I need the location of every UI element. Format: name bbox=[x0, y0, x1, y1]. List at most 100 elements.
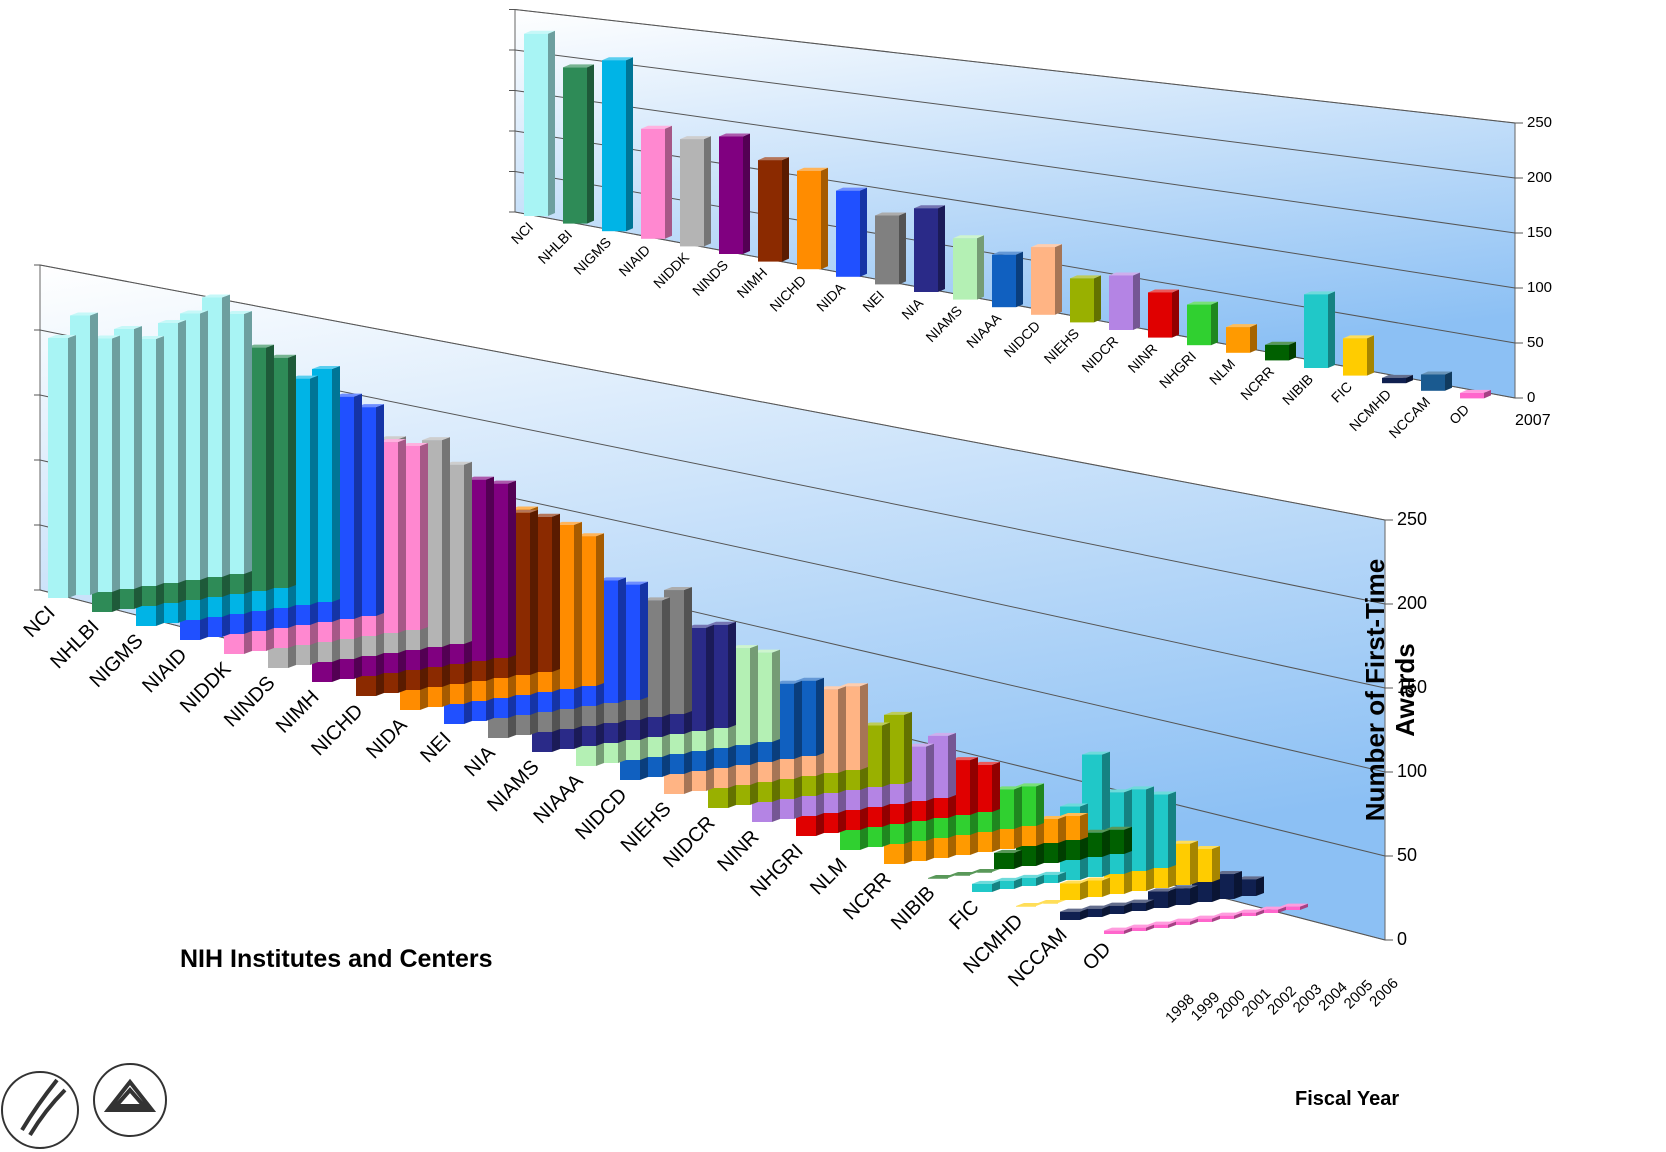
category-label: NIAAA bbox=[963, 310, 1004, 351]
category-label: NIDA bbox=[362, 714, 412, 764]
bar-side bbox=[1014, 877, 1022, 889]
bar bbox=[992, 251, 1023, 308]
bar-top bbox=[602, 57, 633, 61]
bar-front bbox=[1148, 292, 1172, 338]
bar-top bbox=[1126, 924, 1154, 928]
category-label: NIDDK bbox=[650, 249, 693, 292]
bar-top bbox=[928, 732, 956, 736]
bar-top bbox=[1226, 324, 1257, 328]
bar-front bbox=[1082, 908, 1102, 917]
bar-side bbox=[1094, 275, 1101, 323]
bar-side bbox=[882, 722, 890, 787]
bar-front bbox=[1304, 294, 1328, 368]
bar bbox=[972, 869, 1000, 873]
bar-side bbox=[1168, 921, 1176, 928]
bar-side bbox=[1289, 341, 1296, 361]
bar-front bbox=[1109, 275, 1133, 330]
bar-top bbox=[1126, 899, 1154, 903]
y-tick-label: 200 bbox=[1527, 169, 1552, 186]
category-label: NINDS bbox=[689, 257, 731, 299]
bar-top bbox=[1236, 909, 1264, 913]
bar bbox=[563, 64, 594, 224]
bar-front bbox=[950, 875, 970, 876]
bar bbox=[1236, 909, 1264, 916]
bar bbox=[1109, 272, 1140, 330]
bar-top bbox=[1170, 885, 1198, 889]
bar-top bbox=[378, 436, 406, 440]
grid-line bbox=[39, 264, 1386, 521]
bar-top bbox=[992, 251, 1023, 255]
bar-top bbox=[1038, 815, 1066, 819]
bar-top bbox=[48, 335, 76, 338]
bar bbox=[1343, 335, 1374, 376]
bar-top bbox=[994, 877, 1022, 881]
bar-side bbox=[1168, 791, 1176, 868]
bar-top bbox=[796, 677, 824, 681]
bar-side bbox=[1172, 289, 1179, 338]
bar-side bbox=[1190, 840, 1198, 885]
bar bbox=[1126, 924, 1154, 931]
bar-side bbox=[860, 683, 868, 770]
bar-top bbox=[928, 875, 956, 878]
bar-top bbox=[1214, 871, 1242, 875]
bar-side bbox=[354, 393, 362, 619]
bar bbox=[1148, 921, 1176, 928]
bar-side bbox=[816, 677, 824, 756]
bar-side bbox=[1036, 783, 1044, 826]
bar bbox=[1104, 902, 1132, 914]
bar-side bbox=[420, 442, 428, 630]
category-label: NCRR bbox=[1237, 363, 1277, 403]
bar bbox=[1060, 908, 1088, 920]
bar-side bbox=[310, 375, 318, 605]
bar bbox=[1226, 324, 1257, 353]
bar-front bbox=[1031, 247, 1055, 315]
bar bbox=[1038, 871, 1066, 883]
bar-top bbox=[114, 326, 142, 329]
bar-front bbox=[994, 852, 1014, 869]
category-label: NINR bbox=[1125, 340, 1161, 376]
category-label: NIAID bbox=[138, 644, 191, 697]
bar-top bbox=[1060, 880, 1088, 884]
bar-top bbox=[1148, 791, 1176, 795]
y-tick-label: 100 bbox=[1397, 761, 1427, 781]
bar-side bbox=[1102, 905, 1110, 917]
bar-side bbox=[743, 133, 750, 254]
bar-top bbox=[875, 212, 906, 216]
bar-side bbox=[332, 365, 340, 602]
bar-top bbox=[664, 587, 692, 591]
bar-side bbox=[1058, 871, 1066, 883]
bar-side bbox=[838, 686, 846, 773]
bar-top bbox=[1126, 786, 1154, 790]
bar-side bbox=[1211, 301, 1218, 346]
bar-top bbox=[1082, 905, 1110, 909]
bar-top bbox=[642, 597, 670, 601]
bar-top bbox=[953, 235, 984, 239]
bar-side bbox=[782, 157, 789, 262]
bar-side bbox=[464, 461, 472, 644]
category-label: NIGMS bbox=[570, 234, 614, 278]
bar-top bbox=[510, 509, 538, 513]
bar-top bbox=[1104, 789, 1132, 793]
bar bbox=[48, 335, 76, 598]
bar-top bbox=[1038, 900, 1066, 903]
bar-front bbox=[875, 215, 899, 285]
bar-side bbox=[548, 30, 555, 216]
bar bbox=[1070, 275, 1101, 323]
bar-side bbox=[662, 597, 670, 717]
bar-top bbox=[1109, 272, 1140, 276]
bar bbox=[1060, 880, 1088, 900]
bar-side bbox=[486, 476, 494, 661]
bar-side bbox=[1080, 880, 1088, 900]
bar-side bbox=[1055, 244, 1062, 315]
bar-top bbox=[524, 30, 555, 34]
bar-side bbox=[398, 439, 406, 633]
bar-side bbox=[552, 513, 560, 672]
category-label: NIBIB bbox=[887, 882, 940, 935]
bar-top bbox=[1082, 751, 1110, 755]
category-label: NEI bbox=[416, 728, 455, 767]
category-label: NINDS bbox=[220, 672, 280, 732]
bar-front bbox=[1460, 392, 1484, 399]
bar-top bbox=[708, 621, 736, 625]
bar-top bbox=[836, 187, 867, 191]
bar-side bbox=[288, 354, 296, 588]
